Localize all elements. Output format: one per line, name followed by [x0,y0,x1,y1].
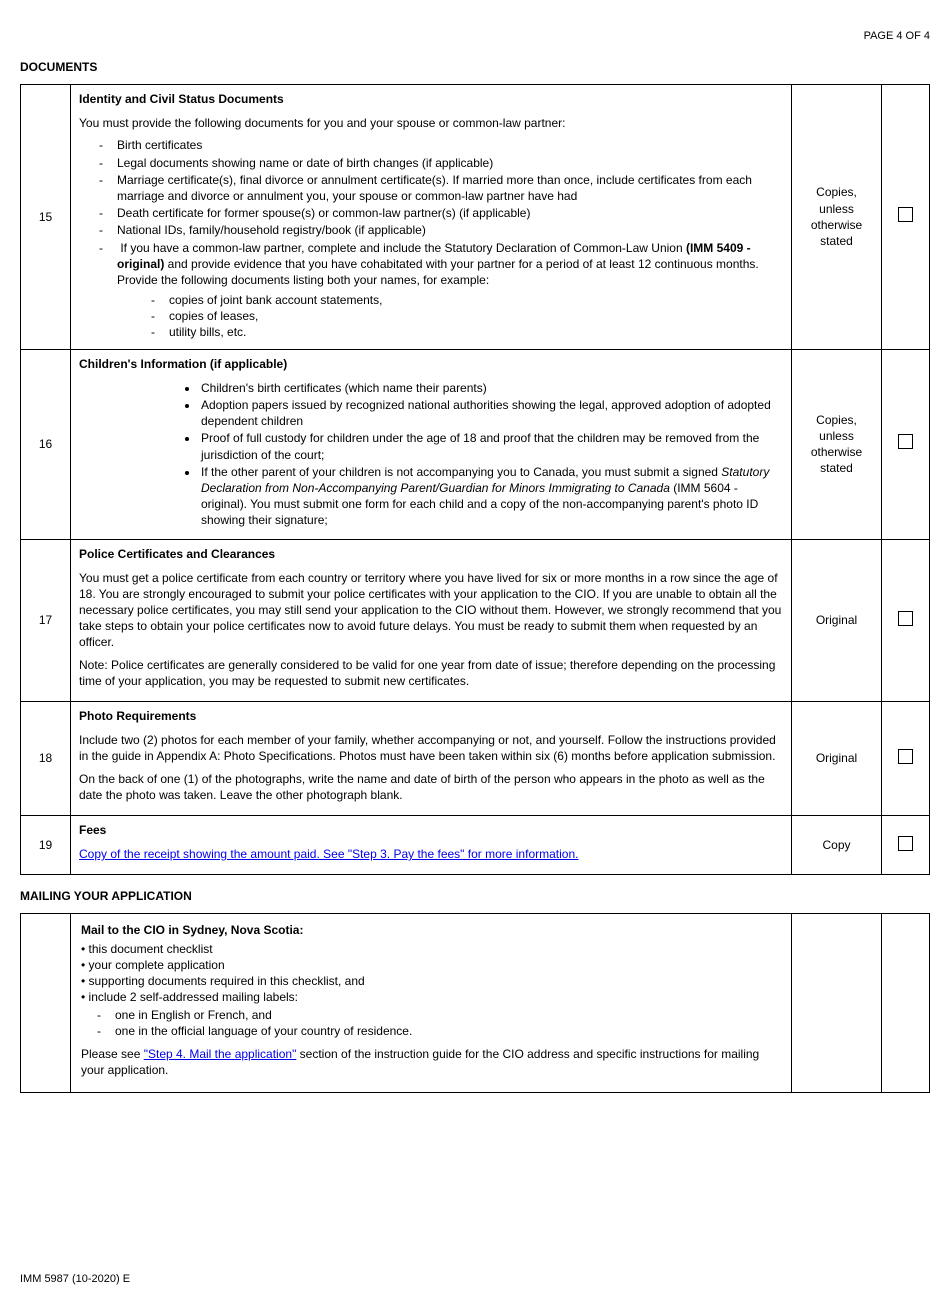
list-item: your complete application [81,957,781,973]
row-para: You must get a police certificate from e… [79,570,783,651]
documents-heading: DOCUMENTS [20,60,930,74]
checkbox[interactable] [898,207,913,222]
row-number: 16 [21,349,71,539]
row-check-cell [882,539,930,702]
row-sublist: copies of joint bank account statements,… [79,292,783,341]
list-item: this document checklist [81,941,781,957]
row-title: Identity and Civil Status Documents [79,91,783,107]
mailing-title: Mail to the CIO in Sydney, Nova Scotia: [81,922,781,938]
checkbox[interactable] [898,434,913,449]
row-description: Children's Information (if applicable) C… [71,349,792,539]
text: If the other parent of your children is … [201,465,721,479]
mailing-closing: Please see "Step 4. Mail the application… [81,1046,781,1078]
mailing-description: Mail to the CIO in Sydney, Nova Scotia: … [71,914,792,1093]
mail-step-link[interactable]: "Step 4. Mail the application" [144,1047,297,1061]
mailing-num [21,914,71,1093]
row-para: On the back of one (1) of the photograph… [79,771,783,803]
form-footer: IMM 5987 (10-2020) E [20,1273,930,1285]
text: If you have a common-law partner, comple… [120,241,686,255]
documents-table: 15 Identity and Civil Status Documents Y… [20,84,930,875]
table-row: 17 Police Certificates and Clearances Yo… [21,539,930,702]
list-item: Proof of full custody for children under… [199,430,783,462]
row-type: Original [792,539,882,702]
checkbox[interactable] [898,836,913,851]
row-number: 18 [21,702,71,816]
row-number: 19 [21,815,71,874]
row-para: Include two (2) photos for each member o… [79,732,783,764]
row-description: Photo Requirements Include two (2) photo… [71,702,792,816]
row-title: Photo Requirements [79,708,783,724]
list-item: one in English or French, and [115,1007,781,1023]
mailing-type [792,914,882,1093]
row-intro: You must provide the following documents… [79,115,783,131]
fees-link[interactable]: Copy of the receipt showing the amount p… [79,847,578,861]
checkbox[interactable] [898,611,913,626]
list-item: Birth certificates [117,137,783,153]
row-list: Birth certificates Legal documents showi… [79,137,783,288]
table-row: 16 Children's Information (if applicable… [21,349,930,539]
table-row: 19 Fees Copy of the receipt showing the … [21,815,930,874]
mailing-table: Mail to the CIO in Sydney, Nova Scotia: … [20,913,930,1093]
list-item: copies of leases, [169,308,783,324]
list-item: copies of joint bank account statements, [169,292,783,308]
text: Please see [81,1047,144,1061]
list-item: Legal documents showing name or date of … [117,155,783,171]
row-type: Copies, unless otherwise stated [792,349,882,539]
table-row: Mail to the CIO in Sydney, Nova Scotia: … [21,914,930,1093]
row-check-cell [882,815,930,874]
mailing-heading: MAILING YOUR APPLICATION [20,889,930,903]
list-item: If the other parent of your children is … [199,464,783,529]
mailing-sublist: one in English or French, and one in the… [81,1007,781,1039]
row-number: 15 [21,85,71,350]
text: and provide evidence that you have cohab… [117,257,759,287]
row-type: Copies, unless otherwise stated [792,85,882,350]
row-type: Original [792,702,882,816]
table-row: 15 Identity and Civil Status Documents Y… [21,85,930,350]
row-check-cell [882,85,930,350]
mailing-list: this document checklist your complete ap… [81,941,781,1006]
row-number: 17 [21,539,71,702]
row-type: Copy [792,815,882,874]
row-description: Police Certificates and Clearances You m… [71,539,792,702]
list-item: Children's birth certificates (which nam… [199,380,783,396]
list-item: National IDs, family/household registry/… [117,222,783,238]
list-item: one in the official language of your cou… [115,1023,781,1039]
row-note: Note: Police certificates are generally … [79,657,783,689]
row-title: Fees [79,822,783,838]
row-check-cell [882,349,930,539]
row-list: Children's birth certificates (which nam… [79,380,783,529]
mailing-check [882,914,930,1093]
list-item: If you have a common-law partner, comple… [117,240,783,289]
row-description: Fees Copy of the receipt showing the amo… [71,815,792,874]
list-item: Marriage certificate(s), final divorce o… [117,172,783,204]
row-title: Children's Information (if applicable) [79,356,783,372]
page-number: PAGE 4 OF 4 [20,30,930,42]
table-row: 18 Photo Requirements Include two (2) ph… [21,702,930,816]
row-check-cell [882,702,930,816]
row-description: Identity and Civil Status Documents You … [71,85,792,350]
row-title: Police Certificates and Clearances [79,546,783,562]
list-item: Death certificate for former spouse(s) o… [117,205,783,221]
list-item: include 2 self-addressed mailing labels: [81,989,781,1005]
list-item: utility bills, etc. [169,324,783,340]
list-item: supporting documents required in this ch… [81,973,781,989]
checkbox[interactable] [898,749,913,764]
list-item: Adoption papers issued by recognized nat… [199,397,783,429]
